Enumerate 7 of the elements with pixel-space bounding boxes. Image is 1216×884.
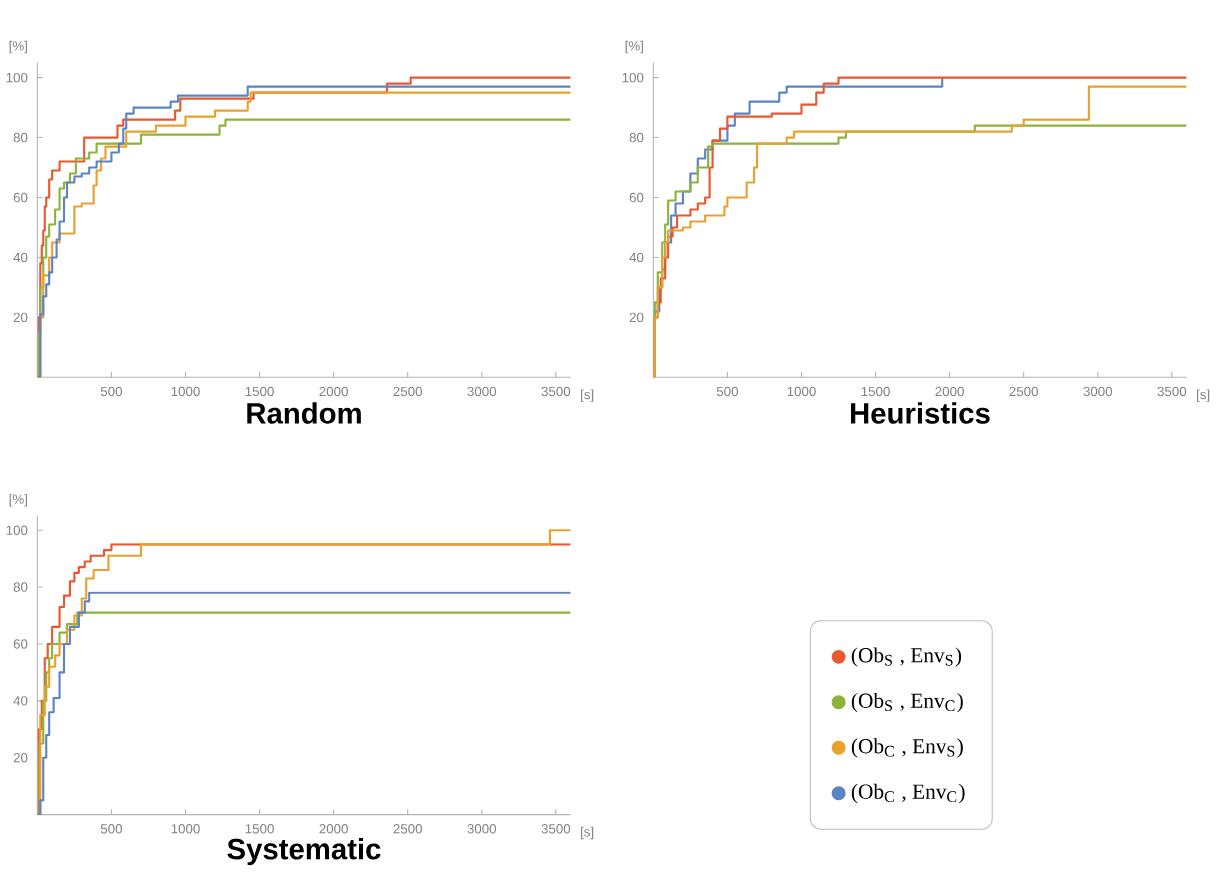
legend-label: (Ob$_{S}$ , Env$_{S}$) [851,647,962,667]
text: Heuristics [851,402,990,424]
legend-label: (Ob$_{S}$ , Env$_{C}$) [851,692,963,713]
legend-label: (Ob$_{C}$ , Env$_{S}$) [851,738,963,758]
legend-label: (Ob$_{C}$ , Env$_{C}$) [851,783,965,804]
text: Random [247,402,361,424]
text: Systematic [227,837,381,866]
